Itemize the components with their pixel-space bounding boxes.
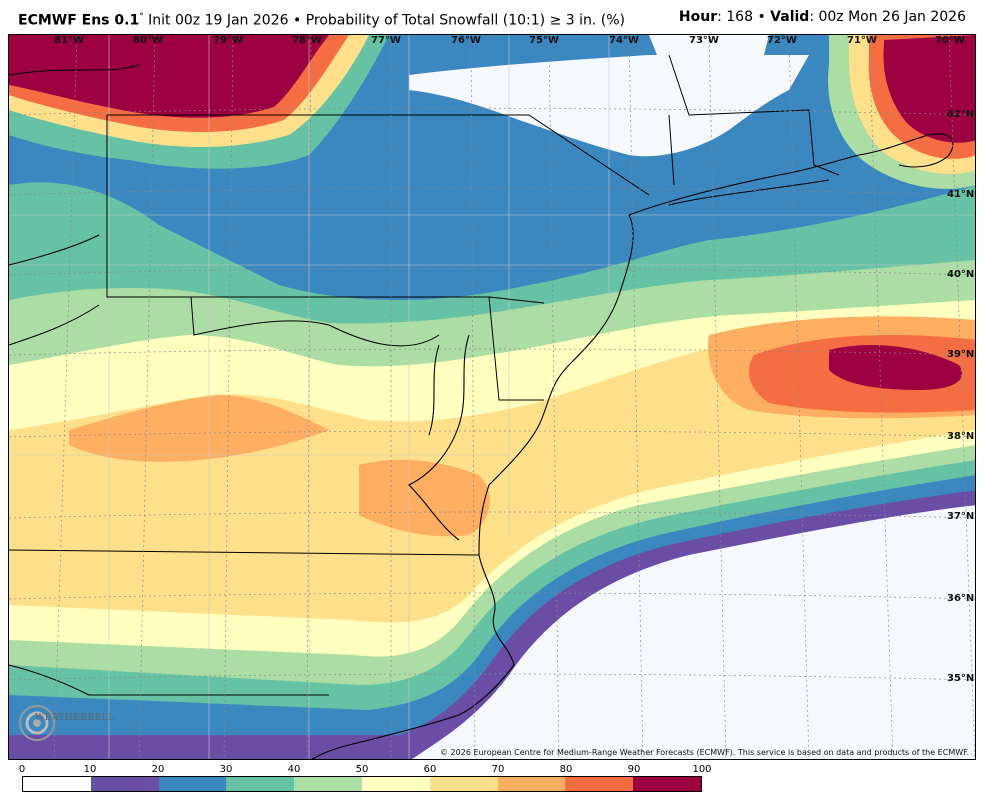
legend-tick-label: 90 xyxy=(627,764,641,775)
legend-tick-label: 50 xyxy=(355,764,369,775)
hour-value: : 168 xyxy=(717,9,753,25)
longitude-label: 81°W xyxy=(54,35,84,46)
valid-label: Valid xyxy=(770,9,810,25)
latitude-label: 40°N xyxy=(947,269,975,280)
legend-tick-label: 60 xyxy=(423,764,437,775)
logo-text: WEATHERBELL xyxy=(35,713,115,723)
model-name: ECMWF Ens 0.1 xyxy=(18,12,140,29)
longitude-label: 73°W xyxy=(689,35,719,46)
coastline xyxy=(311,133,954,759)
colorbar-segment xyxy=(158,777,227,791)
header-valid: Hour: 168 • Valid: 00z Mon 26 Jan 2026 xyxy=(679,0,966,34)
legend-tick-label: 0 xyxy=(18,764,26,775)
bullet-sep: • xyxy=(292,12,302,29)
graticule xyxy=(9,35,975,759)
latitude-label: 35°N xyxy=(947,673,975,684)
init-time: Init 00z 19 Jan 2026 xyxy=(148,12,289,29)
legend-tick-label: 70 xyxy=(491,764,505,775)
legend-tick-label: 40 xyxy=(287,764,301,775)
valid-value: : 00z Mon 26 Jan 2026 xyxy=(809,9,966,25)
longitude-label: 76°W xyxy=(451,35,481,46)
snowfall-probability-map: 81°W 80°W 79°W 78°W 77°W 76°W 75°W 74°W 73°W 72°W… xyxy=(8,34,976,760)
legend-tick-label: 10 xyxy=(83,764,97,775)
longitude-label: 70°W xyxy=(935,35,965,46)
colorbar-segment xyxy=(361,777,430,791)
legend-ticks: 0 10 20 30 40 50 60 70 80 90 100 xyxy=(18,764,712,776)
colorbar-segment xyxy=(497,777,566,791)
latitude-label: 36°N xyxy=(947,593,975,604)
longitude-label: 71°W xyxy=(847,35,877,46)
longitude-label: 77°W xyxy=(371,35,401,46)
colorbar-segment xyxy=(90,777,159,791)
bullet-sep-2: • xyxy=(757,9,766,25)
latitude-label: 38°N xyxy=(947,431,975,442)
colorbar-segment xyxy=(226,777,295,791)
legend-tick-label: 30 xyxy=(219,764,233,775)
longitude-label: 79°W xyxy=(213,35,243,46)
latitude-label: 37°N xyxy=(947,511,975,522)
colorbar-segment xyxy=(294,777,362,791)
degree-mark: ° xyxy=(139,12,144,22)
probability-colorbar xyxy=(22,776,702,792)
county-lines xyxy=(9,35,975,759)
logo-swirl-icon xyxy=(19,705,55,741)
colorbar-segment xyxy=(565,777,634,791)
colorbar-segment xyxy=(429,777,498,791)
latitude-label: 41°N xyxy=(947,189,975,200)
longitude-label: 72°W xyxy=(767,35,797,46)
map-canvas xyxy=(9,35,975,759)
header-title: ECMWF Ens 0.1° Init 00z 19 Jan 2026 • Pr… xyxy=(18,0,625,38)
colorbar-segment xyxy=(23,777,91,791)
map-header: ECMWF Ens 0.1° Init 00z 19 Jan 2026 • Pr… xyxy=(0,0,984,34)
product-name: Probability of Total Snowfall (10:1) xyxy=(305,12,546,29)
longitude-label: 78°W xyxy=(292,35,322,46)
legend-tick-label: 100 xyxy=(692,764,712,775)
hour-label: Hour xyxy=(678,9,718,25)
legend-tick-label: 80 xyxy=(559,764,573,775)
state-borders xyxy=(9,54,840,696)
latitude-label: 42°N xyxy=(947,109,975,120)
copyright-notice: © 2026 European Centre for Medium-Range … xyxy=(440,748,969,757)
longitude-label: 80°W xyxy=(133,35,163,46)
longitude-label: 74°W xyxy=(609,35,639,46)
longitude-label: 75°W xyxy=(529,35,559,46)
legend-tick-label: 20 xyxy=(151,764,165,775)
latitude-label: 39°N xyxy=(947,349,975,360)
threshold-label: ≥ 3 in. (%) xyxy=(549,12,625,29)
weatherbell-logo: WEATHERBELL xyxy=(17,699,114,745)
colorbar-segment xyxy=(633,777,701,791)
probability-fill xyxy=(9,35,975,759)
